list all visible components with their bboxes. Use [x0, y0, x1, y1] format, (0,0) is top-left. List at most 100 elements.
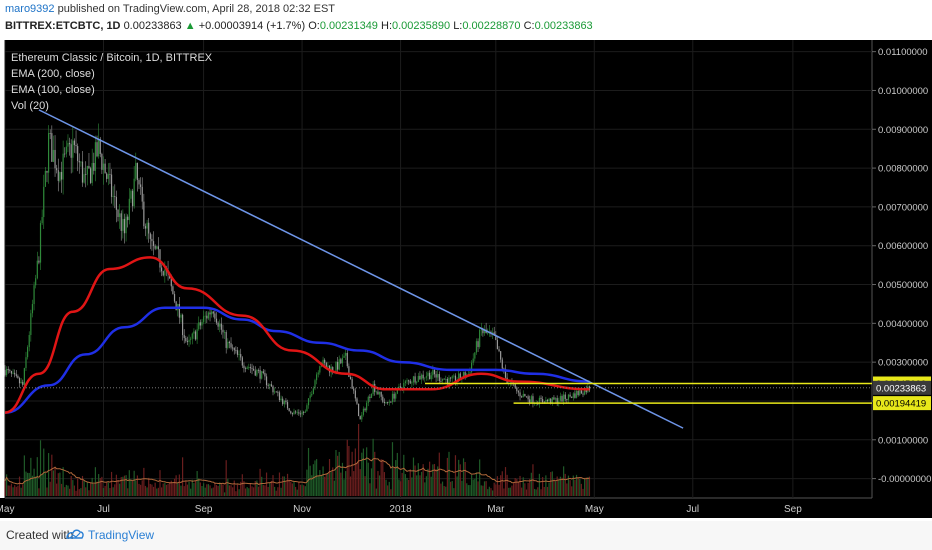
volume-bar	[340, 472, 342, 496]
candle-body	[427, 372, 429, 377]
volume-bar	[572, 475, 574, 496]
candle-body	[211, 311, 213, 315]
candle-body	[152, 241, 155, 246]
candle-body	[340, 359, 342, 364]
last-price: 0.00233863	[123, 20, 182, 32]
candle-body	[272, 386, 274, 393]
volume-bar	[148, 477, 150, 496]
candle-body	[370, 393, 373, 398]
tradingview-link[interactable]: TradingView	[88, 528, 155, 542]
candle-body	[244, 368, 247, 370]
price-axis[interactable]	[872, 40, 932, 498]
candle-body	[44, 170, 46, 187]
volume-bar	[75, 490, 77, 496]
candle-body	[54, 149, 56, 169]
time-axis[interactable]	[0, 498, 932, 518]
volume-bar	[198, 478, 200, 496]
volume-bar	[62, 467, 64, 496]
candle-body	[88, 166, 90, 169]
candle-body	[143, 201, 145, 227]
candle-body	[112, 196, 114, 197]
volume-bar	[56, 483, 58, 496]
candle-body	[433, 369, 436, 375]
y-tick-label: 0.00600000	[878, 241, 928, 252]
trendline	[38, 109, 684, 429]
candle-body	[104, 163, 106, 174]
volume-bar	[401, 472, 403, 496]
indicator-lines	[4, 109, 872, 429]
x-tick-label: May	[585, 504, 604, 515]
candle-body	[204, 315, 206, 317]
author-link[interactable]: maro9392	[5, 3, 55, 15]
volume-bar	[290, 481, 292, 496]
volume-bar	[291, 483, 293, 496]
x-tick-label: 2018	[389, 504, 412, 515]
volume-bar	[545, 475, 547, 496]
candle-body	[559, 396, 561, 401]
low-label: L:	[453, 20, 463, 32]
volume-bar	[175, 475, 177, 496]
volume-bar	[73, 485, 76, 496]
candle-body	[149, 233, 151, 239]
candle-body	[72, 140, 74, 158]
volume-bar	[493, 482, 495, 496]
price-chart[interactable]: 0.01100000 0.01000000 0.00900000 0.00800000…	[0, 40, 932, 518]
volume-bar	[177, 482, 179, 496]
volume-bar	[584, 477, 586, 496]
volume-bar	[25, 471, 27, 496]
volume-bar	[265, 472, 268, 496]
candle-body	[408, 380, 410, 382]
candle-body	[156, 246, 158, 249]
volume-bar	[72, 480, 74, 496]
volume-bar	[543, 486, 545, 496]
candle-body	[157, 246, 159, 250]
volume-bar	[264, 485, 266, 496]
x-tick-label: May	[0, 504, 14, 515]
volume-bars	[4, 424, 591, 496]
volume-bar	[503, 488, 505, 496]
candle-body	[361, 414, 363, 420]
volume-bar	[86, 482, 88, 496]
volume-bar	[214, 482, 216, 496]
legend: Ethereum Classic / Bitcoin, 1D, BITTREX …	[11, 52, 213, 112]
volume-bar	[38, 488, 40, 496]
candle-body	[214, 313, 216, 319]
volume-bar	[357, 424, 360, 496]
volume-bar	[123, 475, 126, 496]
level-label: 0.00194419	[876, 399, 926, 410]
volume-bar	[356, 462, 358, 496]
candle-body	[140, 184, 142, 187]
candle-body	[141, 186, 143, 202]
volume-bar	[538, 473, 541, 496]
candle-body	[546, 399, 549, 402]
x-tick-label: Nov	[293, 504, 311, 515]
candle-body	[12, 372, 14, 374]
candle-body	[98, 138, 100, 157]
candle-body	[59, 172, 61, 181]
volume-bar	[272, 475, 274, 496]
volume-bar	[466, 483, 468, 496]
volume-bar	[491, 490, 494, 496]
candle-body	[411, 382, 413, 384]
volume-bar	[311, 475, 313, 496]
volume-bar	[322, 466, 324, 496]
volume-bar	[582, 488, 584, 496]
volume-bar	[585, 477, 587, 496]
volume-bar	[508, 487, 510, 496]
volume-bar	[443, 486, 445, 496]
candle-body	[542, 399, 544, 403]
candle-body	[577, 390, 579, 395]
footer: Created with TradingView	[0, 521, 932, 550]
volume-bar	[240, 481, 242, 496]
volume-bar	[427, 468, 429, 496]
time-scale-labels: May Jul Sep Nov 2018 Mar May Jul Sep	[0, 504, 802, 515]
volume-bar	[223, 492, 226, 496]
candle-body	[566, 399, 568, 400]
candle-body	[362, 408, 365, 415]
candle-body	[563, 394, 565, 402]
candle-body	[309, 395, 311, 399]
candle-body	[391, 393, 394, 402]
candle-body	[464, 372, 466, 378]
candle-body	[319, 366, 321, 373]
volume-bar	[398, 479, 400, 496]
